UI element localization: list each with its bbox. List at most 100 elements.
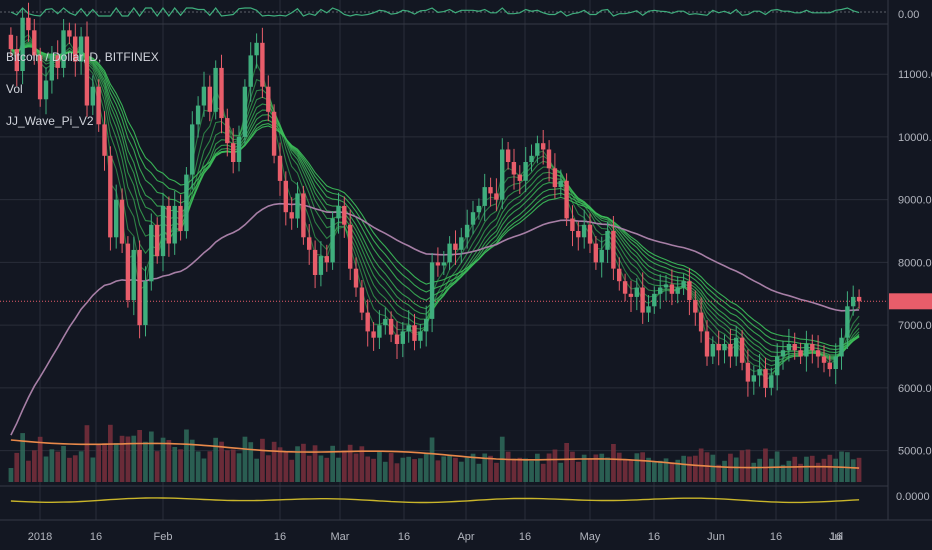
candle-body [184, 174, 189, 232]
candle-body [67, 30, 72, 37]
candle-body [558, 180, 563, 188]
candle-body [207, 86, 212, 112]
volume-bar [37, 436, 43, 482]
candle-body [295, 193, 300, 219]
candle-body [400, 331, 405, 344]
candle-body [640, 287, 645, 313]
candle-body [581, 224, 587, 238]
volume-bar [271, 441, 277, 482]
volume-legend[interactable]: Vol [6, 82, 23, 96]
candle-body [622, 281, 628, 294]
candle-body [359, 287, 365, 313]
current-price-tag [889, 293, 932, 310]
volume-bar [113, 443, 119, 482]
candle-body [412, 325, 417, 341]
candle-body [687, 281, 692, 300]
volume-bar [160, 437, 166, 482]
candle-body [500, 149, 505, 200]
candle-body [798, 350, 803, 357]
volume-bar [780, 464, 786, 482]
volume-bar [55, 451, 61, 482]
price-tick-label: 5000.0 [898, 446, 932, 458]
volume-bar [131, 435, 137, 482]
symbol-legend[interactable]: Bitcoin / Dollar, D, BITFINEX [6, 50, 159, 64]
candle-body [73, 36, 78, 62]
volume-bar [32, 450, 37, 482]
volume-bar [482, 453, 488, 482]
volume-bar [90, 457, 96, 482]
volume-bar [827, 454, 833, 482]
volume-bar [429, 437, 435, 482]
volume-bar [470, 453, 476, 482]
volume-bar [359, 446, 365, 482]
ribbon-ema-line [10, 46, 860, 347]
volume-bar [517, 457, 523, 482]
volume-bar [336, 457, 341, 482]
volume-bar [453, 457, 458, 482]
price-tick-label: 10000.0 [898, 132, 932, 144]
volume-bar [640, 452, 645, 482]
candle-body [307, 237, 312, 250]
candle-body [675, 287, 680, 294]
candle-body [698, 312, 704, 332]
candle-body [283, 180, 288, 213]
volume-bar [745, 449, 751, 482]
volume-bar [230, 449, 236, 482]
candle-body [511, 162, 517, 175]
volume-bar [663, 458, 669, 482]
indicator-legend[interactable]: JJ_Wave_Pi_V2 [6, 114, 94, 128]
candle-body [763, 369, 768, 388]
volume-bar [423, 452, 429, 482]
volume-bar [856, 457, 862, 482]
candle-body [488, 187, 493, 194]
price-tick-label: 8000.0 [898, 257, 932, 269]
candle-body [716, 344, 721, 351]
candle-body [722, 344, 727, 351]
candle-body [394, 334, 400, 344]
candle-body [342, 205, 347, 225]
candle-body [429, 262, 435, 319]
candle-body [172, 205, 177, 244]
volume-bar [242, 436, 248, 482]
candle-body [505, 149, 511, 162]
volume-bar [266, 455, 271, 482]
candle-body [131, 249, 136, 301]
candle-body [195, 105, 201, 125]
volume-bar [254, 458, 259, 482]
volume-bar [657, 460, 663, 482]
candle-body [564, 180, 569, 219]
candle-body [745, 362, 751, 382]
volume-bar [189, 439, 195, 482]
date-tick-label: Jun [707, 531, 725, 543]
volume-bar [739, 450, 745, 482]
candle-body [26, 17, 31, 31]
candle-body [365, 312, 370, 332]
candle-body [786, 344, 792, 351]
volume-bar [751, 462, 757, 482]
candle-body [856, 296, 862, 302]
candle-body [529, 155, 534, 163]
candle-body [330, 218, 335, 263]
price-axis[interactable]: 5000.0 6000.0 7000.0 8000.0 9000.0 10000.0 110… [889, 69, 932, 458]
candle-body [815, 350, 821, 357]
candle-body [406, 325, 411, 332]
top-oscillator-pane [0, 6, 888, 18]
volume-bar [798, 463, 803, 482]
candle-body [20, 17, 25, 71]
volume-bar [523, 458, 528, 482]
volume-bar [236, 453, 242, 482]
candle-body [37, 55, 43, 100]
volume-bar [49, 449, 55, 482]
candle-body [447, 243, 452, 263]
candle-body [535, 143, 540, 156]
candle-body [254, 42, 259, 56]
candle-body [476, 205, 481, 213]
price-tick-label: 7000.0 [898, 320, 932, 332]
volume-bar [564, 443, 569, 482]
candle-body [839, 337, 844, 357]
volume-bar [704, 452, 710, 482]
date-tick-label: Jul [829, 531, 843, 543]
candle-body [8, 34, 14, 50]
